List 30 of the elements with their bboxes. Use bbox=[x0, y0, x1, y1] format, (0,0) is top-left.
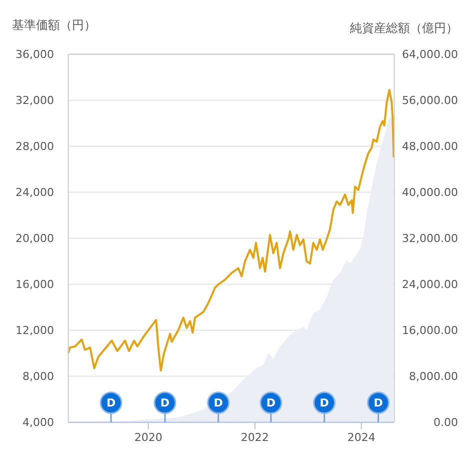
annotation: D bbox=[160, 396, 170, 410]
y-tick-label: 36,000 bbox=[16, 48, 54, 61]
x-tick-label: 2022 bbox=[240, 430, 269, 444]
y-tick-label: 12,000 bbox=[16, 324, 54, 337]
y2-tick-label: 56,000.00 bbox=[402, 94, 458, 107]
y2-axis-title: 純資産総額（億円） bbox=[350, 21, 458, 35]
y2-tick-label: 16,000.00 bbox=[402, 324, 458, 337]
x-tick-label: 2024 bbox=[347, 430, 376, 444]
y2-tick-label: 40,000.00 bbox=[402, 186, 458, 199]
x-tick-label: 2020 bbox=[134, 430, 162, 444]
y-tick-label: 20,000 bbox=[16, 232, 54, 245]
y-tick-label: 4,000 bbox=[22, 416, 54, 429]
y2-tick-label: 8,000.00 bbox=[409, 370, 458, 383]
y-axis-title: 基準価額（円） bbox=[12, 18, 96, 32]
y-tick-label: 24,000 bbox=[16, 186, 54, 199]
y2-tick-label: 32,000.00 bbox=[402, 232, 458, 245]
y2-tick-label: 64,000.00 bbox=[402, 48, 458, 61]
annotation: D bbox=[320, 396, 329, 410]
y2-tick-label: 48,000.00 bbox=[402, 140, 458, 153]
annotation: D bbox=[374, 396, 383, 410]
annotation: D bbox=[214, 396, 223, 410]
y-tick-label: 16,000 bbox=[16, 278, 54, 291]
y2-tick-label: 24,000.00 bbox=[402, 278, 458, 291]
line-series bbox=[67, 88, 395, 372]
y-tick-label: 28,000 bbox=[16, 140, 54, 153]
y-tick-label: 32,000 bbox=[16, 94, 54, 107]
y2-tick-label: 0.00 bbox=[434, 416, 458, 429]
annotation: D bbox=[266, 396, 276, 410]
y-tick-label: 8,000 bbox=[22, 370, 54, 383]
annotation: D bbox=[106, 396, 116, 410]
